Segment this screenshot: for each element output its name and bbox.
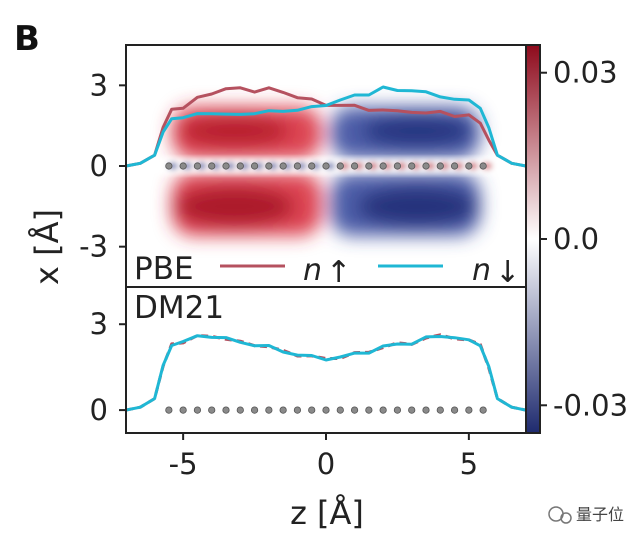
atom-point xyxy=(450,162,459,170)
pbe-panel-label: PBE xyxy=(134,251,194,287)
x-axis-label: z [Å] xyxy=(290,494,364,532)
atom-point xyxy=(350,406,359,414)
atom-point xyxy=(179,162,187,170)
x-axis-ticks: -5 0 5 xyxy=(169,433,478,481)
atom-point xyxy=(408,162,416,170)
legend-label-spin-down: n xyxy=(472,253,491,288)
atom-point xyxy=(208,406,216,414)
atom-point xyxy=(265,406,273,414)
atom-point xyxy=(393,406,402,414)
atom-point xyxy=(365,162,373,170)
atom-point xyxy=(236,406,244,414)
atom-point xyxy=(408,406,416,414)
y-axis-ticks: 3 0 -3 3 0 xyxy=(79,68,126,427)
x-tick-label: 5 xyxy=(460,447,478,481)
y-axis-label: x [Å] xyxy=(28,209,66,285)
density-line-spin-down xyxy=(126,334,526,412)
atom-point xyxy=(293,406,302,414)
colorbar-ticks: 0.03 0.0 -0.03 xyxy=(540,56,628,422)
atom-point xyxy=(179,406,187,414)
atom-point xyxy=(165,162,173,170)
atom-point xyxy=(365,406,373,414)
atom-point xyxy=(208,162,216,170)
atom-point xyxy=(336,162,344,170)
atom-point xyxy=(422,162,430,170)
heatmap-core-positive-upper xyxy=(179,115,290,148)
legend-sub-spin-up: ↑ xyxy=(326,255,351,290)
y-tick-label: -3 xyxy=(79,230,108,264)
y-tick-label: 3 xyxy=(90,307,108,341)
atom-point xyxy=(308,162,316,170)
heatmap-core-negative-upper xyxy=(362,115,473,148)
dm21-density-lines xyxy=(126,333,526,412)
atom-point xyxy=(479,406,487,414)
colorbar-tick-label: 0.03 xyxy=(553,56,618,90)
dm21-panel-label: DM21 xyxy=(134,290,224,326)
atom-point xyxy=(379,162,387,170)
atom-point xyxy=(436,406,444,414)
atom-point xyxy=(350,162,359,170)
legend-sub-spin-down: ↓ xyxy=(495,255,520,290)
atom-point xyxy=(193,162,202,170)
atom-point xyxy=(450,406,459,414)
atom-point xyxy=(279,406,287,414)
dm21-atom-chain xyxy=(165,406,487,414)
atom-point xyxy=(393,162,402,170)
atom-point xyxy=(250,162,259,170)
atom-point xyxy=(250,406,259,414)
colorbar xyxy=(525,44,541,434)
pbe-density-lines xyxy=(126,85,526,168)
atom-point xyxy=(308,406,316,414)
atom-point xyxy=(293,162,302,170)
atom-point xyxy=(165,406,173,414)
atom-point xyxy=(279,162,287,170)
panel-letter: B xyxy=(14,19,40,59)
pbe-atom-chain xyxy=(165,162,487,170)
density-line-spin-down xyxy=(126,85,526,168)
atom-point xyxy=(422,406,430,414)
x-tick-label: 0 xyxy=(317,447,335,481)
watermark-icon-2 xyxy=(560,512,572,524)
y-tick-label: 0 xyxy=(90,393,108,427)
atom-point xyxy=(465,406,473,414)
pbe-spin-density-heatmap xyxy=(148,106,504,236)
colorbar-tick-label: -0.03 xyxy=(553,388,628,422)
atom-point xyxy=(222,406,230,414)
y-tick-label: 3 xyxy=(90,68,108,102)
atom-point xyxy=(222,162,230,170)
colorbar-tick-label: 0.0 xyxy=(553,222,599,256)
atom-point xyxy=(379,406,387,414)
atom-point xyxy=(265,162,273,170)
atom-point xyxy=(322,406,330,414)
atom-point xyxy=(336,406,344,414)
atom-point xyxy=(436,162,444,170)
atom-point xyxy=(465,162,473,170)
atom-point xyxy=(479,162,487,170)
heatmap-core-negative-lower xyxy=(357,186,478,227)
density-line-spin-up xyxy=(126,333,526,412)
atom-point xyxy=(322,162,330,170)
legend-label-spin-up: n xyxy=(303,253,322,288)
legend: n ↑ n ↓ xyxy=(220,253,520,290)
y-tick-label: 0 xyxy=(90,149,108,183)
watermark: 量子位 xyxy=(548,505,624,524)
atom-point xyxy=(236,162,244,170)
x-tick-label: -5 xyxy=(169,447,198,481)
heatmap-core-positive-lower xyxy=(174,186,295,227)
watermark-text: 量子位 xyxy=(576,505,624,524)
atom-point xyxy=(193,406,202,414)
